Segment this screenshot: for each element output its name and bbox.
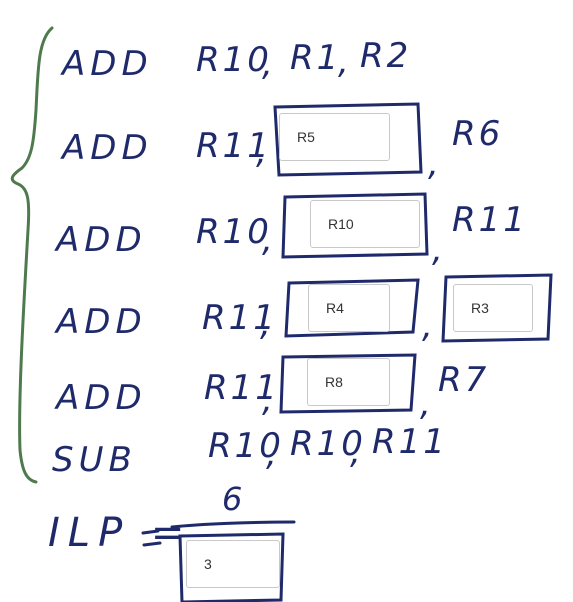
row6-dest: R10: [208, 426, 284, 466]
row6-src1: R10: [290, 424, 366, 464]
ilp-numerator: 6: [222, 480, 246, 518]
ilp-label: ILP =: [48, 510, 193, 556]
row5-op: ADD: [56, 378, 147, 418]
row4-dest: R11: [202, 298, 278, 338]
row3-op: ADD: [56, 220, 147, 260]
row6-src2: R11: [372, 422, 448, 462]
handdrawn-box-ilp: [178, 532, 285, 602]
answer-field-ilp[interactable]: 3: [186, 540, 280, 588]
row1-op: ADD: [62, 44, 153, 84]
answer-field-row2[interactable]: R5: [279, 113, 390, 161]
row5-dest: R11: [204, 368, 280, 408]
row1-comma2: ,: [338, 42, 352, 82]
handdrawn-box-row4a: [284, 278, 420, 338]
row3-dest: R10: [196, 212, 272, 252]
handdrawn-box-row5: [279, 353, 417, 414]
handdrawn-box-row2: [273, 102, 423, 177]
answer-field-row4b[interactable]: R3: [453, 284, 533, 332]
curly-brace: [10, 26, 54, 484]
answer-field-row3[interactable]: R10: [310, 200, 420, 248]
row2-dest: R11: [196, 126, 272, 166]
row1-src2: R2: [360, 36, 412, 76]
equals-sign: [141, 529, 162, 547]
row3-src2: R11: [452, 200, 528, 240]
row2-comma1: ,: [256, 132, 270, 172]
handdrawn-box-row4b: [441, 273, 553, 343]
row1-src1: R1: [290, 38, 342, 78]
fraction-bar: [170, 520, 296, 529]
row2-src2: R6: [452, 114, 504, 154]
row2-comma2: ,: [428, 144, 442, 184]
row4-comma2: ,: [422, 306, 436, 346]
row1-dest: R10: [196, 40, 272, 80]
row6-op: SUB: [52, 440, 137, 480]
row5-src2: R7: [438, 360, 490, 400]
row3-comma2: ,: [432, 230, 446, 270]
row4-op: ADD: [56, 302, 147, 342]
row2-op: ADD: [62, 128, 153, 168]
row5-comma2: ,: [420, 384, 434, 424]
handdrawn-box-row3: [281, 192, 429, 259]
row5-comma1: ,: [262, 380, 276, 420]
row4-comma1: ,: [260, 304, 274, 344]
row3-comma1: ,: [262, 220, 276, 260]
answer-field-row4a[interactable]: R4: [308, 284, 390, 332]
row1-comma1: ,: [262, 44, 276, 84]
answer-field-row5[interactable]: R8: [307, 358, 390, 406]
row6-comma2: ,: [350, 432, 364, 472]
row6-comma1: ,: [266, 434, 280, 474]
